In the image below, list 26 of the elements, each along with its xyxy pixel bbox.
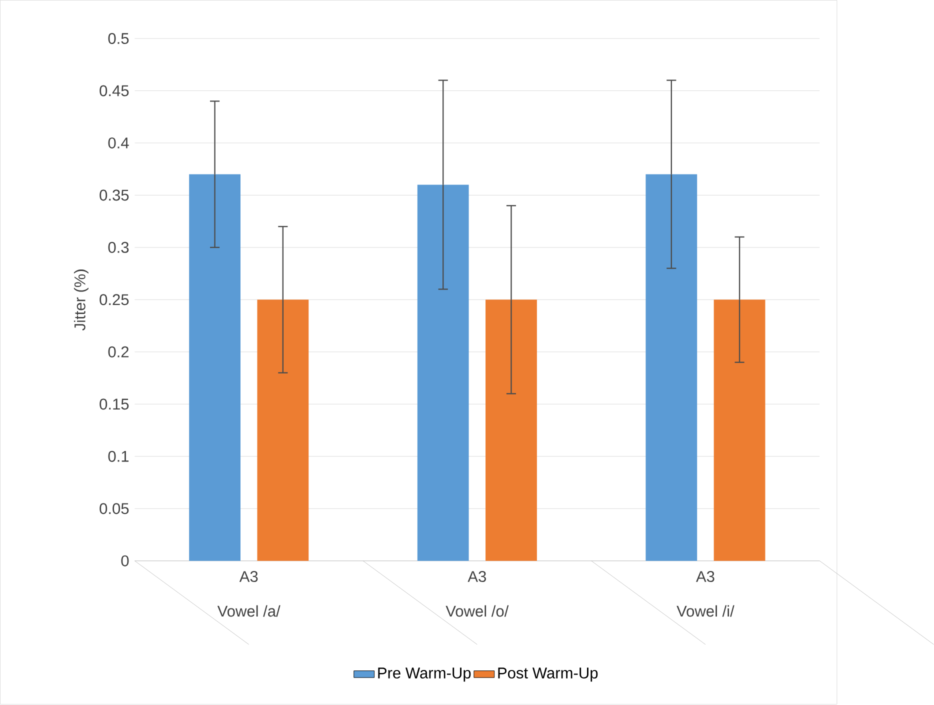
bar <box>417 184 469 562</box>
y-tick-label: 0.5 <box>108 33 129 44</box>
y-tick-label: 0.2 <box>108 346 129 358</box>
x-tick-label: Vowel /i/ <box>676 606 734 617</box>
text: A3 <box>468 571 486 582</box>
bar <box>486 300 537 562</box>
y-tick-label: 0.45 <box>100 85 129 96</box>
text: A3 <box>696 571 714 582</box>
y-tick-label: 0.05 <box>100 503 129 514</box>
y-axis-title: Jitter (%) <box>74 270 88 331</box>
legend-label: Pre Warm-Up <box>378 668 471 682</box>
y-tick-label: 0.3 <box>108 242 129 254</box>
x-tick-label: Vowel /a/ <box>217 606 280 617</box>
bar <box>257 300 309 562</box>
y-tick-label: 0.15 <box>100 398 129 410</box>
x-tick-label: Vowel /o/ <box>446 606 509 617</box>
text: A3 <box>239 571 258 582</box>
y-tick-label: 0.4 <box>108 138 129 149</box>
y-tick-label: 0.35 <box>100 190 129 201</box>
y-tick-label: 0 <box>121 556 129 567</box>
legend-label: Post Warm-Up <box>498 668 598 682</box>
bar <box>714 300 766 562</box>
y-tick-label: 0.25 <box>100 294 129 306</box>
bar <box>646 174 698 562</box>
y-tick-label: 0.1 <box>108 451 129 462</box>
bar <box>189 174 240 562</box>
